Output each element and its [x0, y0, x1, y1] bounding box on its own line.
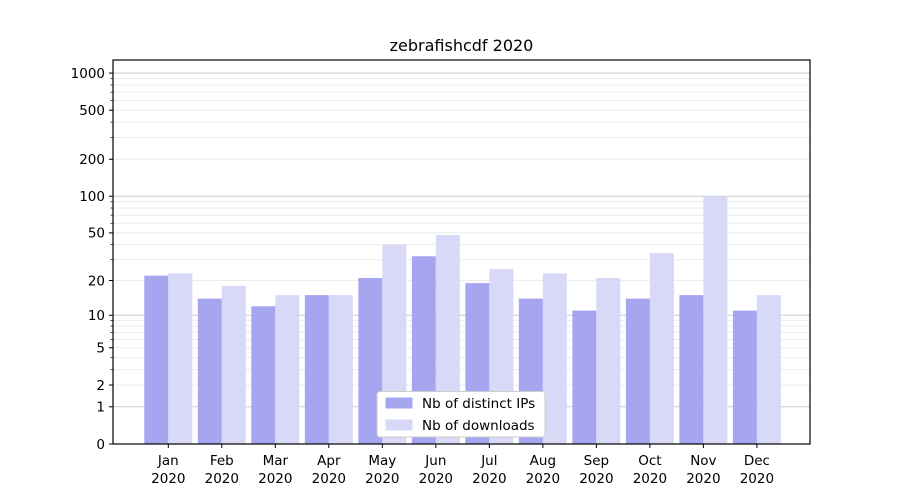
legend-label-downloads: Nb of downloads — [422, 418, 535, 434]
x-tick-label-year: 2020 — [472, 471, 506, 487]
bar-nov-ips — [679, 295, 704, 444]
y-tick-label: 1000 — [71, 66, 105, 82]
x-tick-label-year: 2020 — [258, 471, 292, 487]
y-tick-label: 10 — [88, 308, 105, 324]
bar-oct-ips — [625, 298, 650, 444]
bar-dec-downloads — [756, 295, 781, 444]
bar-jan-downloads — [168, 273, 193, 444]
bar-mar-downloads — [275, 295, 300, 444]
x-tick-label-year: 2020 — [526, 471, 560, 487]
y-tick-label: 100 — [79, 189, 105, 205]
x-tick-label-month: Sep — [584, 453, 609, 469]
bar-aug-downloads — [542, 273, 567, 444]
bar-jan-ips — [144, 275, 169, 444]
bar-feb-ips — [197, 298, 222, 444]
x-tick-label-year: 2020 — [686, 471, 720, 487]
bar-mar-ips — [251, 306, 276, 444]
legend-swatch-downloads — [385, 419, 413, 431]
y-tick-label: 500 — [79, 103, 105, 119]
bar-oct-downloads — [649, 253, 674, 444]
x-tick-label-month: Oct — [638, 453, 661, 469]
x-tick-label-year: 2020 — [312, 471, 346, 487]
legend-box — [376, 391, 546, 438]
legend-label-ips: Nb of distinct IPs — [422, 396, 535, 412]
y-tick-label: 20 — [88, 273, 105, 289]
bar-feb-downloads — [221, 285, 246, 444]
y-tick-label: 1 — [96, 400, 105, 416]
x-tick-label-month: Aug — [530, 453, 556, 469]
y-tick-label: 0 — [96, 437, 105, 453]
bar-apr-ips — [304, 295, 329, 444]
bar-apr-downloads — [328, 295, 353, 444]
chart-title: zebrafishcdf 2020 — [389, 36, 534, 55]
x-tick-label-year: 2020 — [205, 471, 239, 487]
y-tick-label: 5 — [96, 341, 105, 357]
y-tick-label: 2 — [96, 378, 105, 394]
x-tick-label-year: 2020 — [740, 471, 774, 487]
x-tick-label-year: 2020 — [151, 471, 185, 487]
bar-sep-downloads — [596, 278, 621, 444]
x-tick-label-year: 2020 — [579, 471, 613, 487]
bar-sep-ips — [572, 310, 597, 444]
x-tick-label-month: Apr — [317, 453, 341, 469]
bar-dec-ips — [732, 310, 757, 444]
x-tick-label-month: Jan — [157, 453, 179, 469]
x-tick-label-month: Jul — [480, 453, 497, 469]
x-tick-label-year: 2020 — [419, 471, 453, 487]
x-tick-label-month: Jun — [424, 453, 446, 469]
bar-nov-downloads — [703, 196, 728, 444]
x-tick-label-month: Dec — [744, 453, 770, 469]
plot-frame — [112, 59, 811, 445]
x-tick-label-month: Mar — [263, 453, 289, 469]
x-tick-label-month: Nov — [690, 453, 716, 469]
x-tick-label-month: Feb — [210, 453, 234, 469]
y-tick-label: 200 — [79, 152, 105, 168]
x-tick-label-month: May — [368, 453, 396, 469]
legend-swatch-ips — [385, 397, 413, 409]
y-tick-label: 50 — [88, 226, 105, 242]
x-tick-label-year: 2020 — [365, 471, 399, 487]
x-tick-label-year: 2020 — [633, 471, 667, 487]
